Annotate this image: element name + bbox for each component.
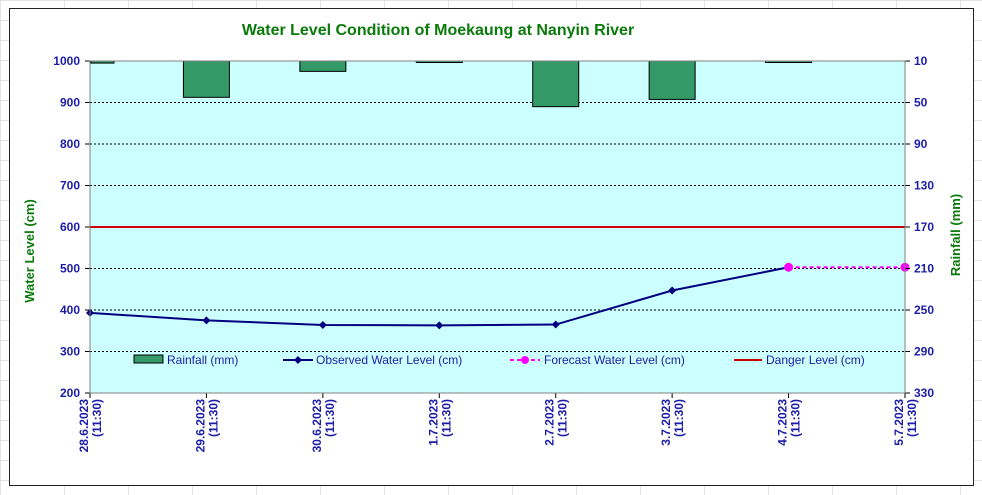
x-tick-date: 2.7.2023 — [543, 399, 557, 446]
y-right-tick-label: 50 — [914, 96, 928, 110]
x-tick-date: 4.7.2023 — [776, 399, 790, 446]
x-tick-date: 1.7.2023 — [426, 399, 440, 446]
y-left-tick-label: 200 — [60, 386, 80, 400]
y-left-tick-label: 300 — [60, 345, 80, 359]
x-tick-time: (11:30) — [90, 399, 104, 437]
chart-title: Water Level Condition of Moekaung at Nan… — [242, 22, 634, 39]
y-right-tick-label: 330 — [914, 386, 934, 400]
y-right-tick-label: 290 — [914, 345, 934, 359]
rainfall-bar — [648, 60, 696, 100]
x-tick-date: 3.7.2023 — [659, 399, 673, 446]
x-tick-date: 30.6.2023 — [310, 399, 324, 453]
observed-level-point — [551, 320, 560, 329]
y-right-tick-label: 210 — [914, 262, 934, 276]
x-tick-date: 5.7.2023 — [892, 399, 906, 446]
rainfall-bar — [299, 60, 347, 72]
x-tick-date: 29.6.2023 — [193, 399, 207, 453]
x-tick-time: (11:30) — [789, 399, 803, 437]
rainfall-bar — [532, 60, 580, 108]
x-tick-time: (11:30) — [905, 399, 919, 437]
y-left-tick-label: 400 — [60, 303, 80, 317]
x-tick-label: 5.7.2023 (11:30) — [892, 399, 919, 446]
legend-danger-label: Danger Level (cm) — [766, 353, 865, 367]
x-tick-label: 2.7.2023 (11:30) — [543, 399, 570, 446]
x-tick-label: 29.6.2023 (11:30) — [193, 399, 220, 453]
legend-forecast-marker — [521, 356, 529, 364]
legend-observed-label: Observed Water Level (cm) — [316, 353, 462, 367]
x-tick-label: 28.6.2023 (11:30) — [77, 399, 104, 453]
x-tick-label: 3.7.2023 (11:30) — [659, 399, 686, 446]
y-right-tick-label: 250 — [914, 303, 934, 317]
x-tick-time: (11:30) — [439, 399, 453, 437]
legend-observed-marker — [294, 356, 302, 364]
observed-level-point — [435, 321, 444, 330]
plot-frame — [89, 60, 906, 394]
legend-rainfall-label: Rainfall (mm) — [167, 353, 238, 367]
y-left-tick-label: 700 — [60, 179, 80, 193]
y-left-tick-label: 1000 — [53, 54, 80, 68]
x-tick-label: 1.7.2023 (11:30) — [426, 399, 453, 446]
observed-level-point — [318, 320, 327, 329]
chart-svg: Water Level Condition of Moekaung at Nan… — [22, 22, 963, 453]
forecast-level-point — [784, 262, 794, 272]
observed-level-point — [202, 316, 211, 325]
legend-rainfall-swatch — [133, 354, 164, 364]
y-right-tick-label: 130 — [914, 179, 934, 193]
x-tick-time: (11:30) — [206, 399, 220, 437]
x-tick-time: (11:30) — [672, 399, 686, 437]
y-right-tick-label: 170 — [914, 220, 934, 234]
legend: Rainfall (mm) Observed Water Level (cm) Fo… — [133, 353, 865, 367]
chart-area: Water Level Condition of Moekaung at Nan… — [9, 8, 974, 486]
y-axis-left-title: Water Level (cm) — [22, 199, 37, 303]
x-tick-label: 30.6.2023 (11:30) — [310, 399, 337, 453]
y-left-tick-label: 900 — [60, 96, 80, 110]
x-tick-label: 4.7.2023 (11:30) — [776, 399, 803, 446]
x-tick-time: (11:30) — [323, 399, 337, 437]
x-tick-date: 28.6.2023 — [77, 399, 91, 453]
y-right-tick-label: 10 — [914, 54, 928, 68]
legend-forecast-label: Forecast Water Level (cm) — [544, 353, 685, 367]
y-axis-right-title: Rainfall (mm) — [948, 194, 963, 276]
y-left-tick-label: 600 — [60, 220, 80, 234]
y-right-tick-label: 90 — [914, 137, 928, 151]
y-left-tick-label: 800 — [60, 137, 80, 151]
observed-level-point — [668, 286, 677, 295]
rainfall-bar — [182, 60, 230, 98]
y-left-tick-label: 500 — [60, 262, 80, 276]
x-tick-time: (11:30) — [556, 399, 570, 437]
